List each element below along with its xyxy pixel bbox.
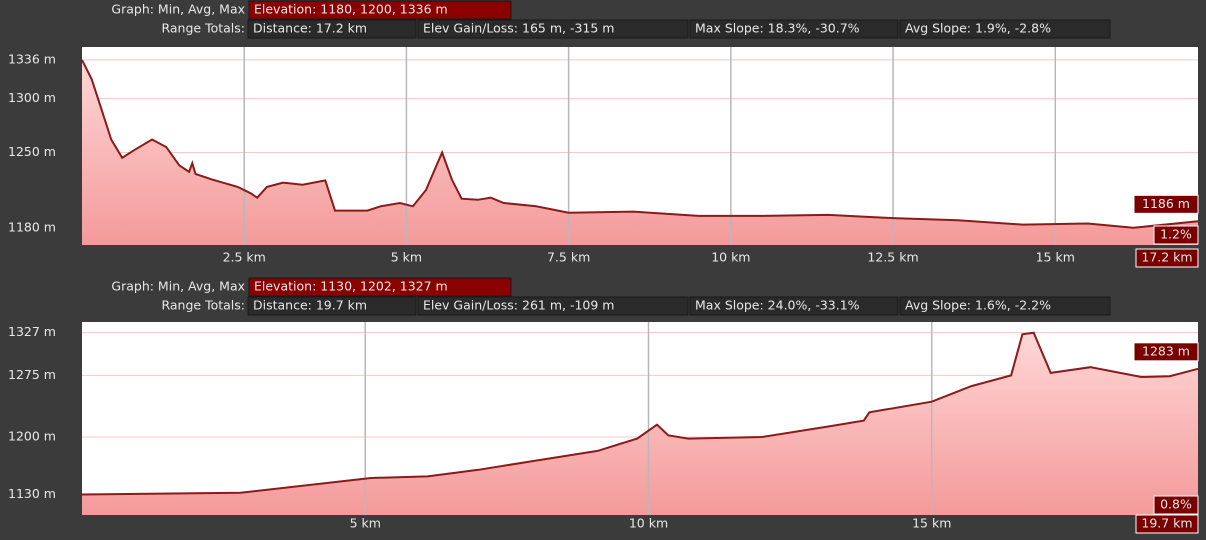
header-box: [248, 277, 512, 297]
y-tick-label: 1300 m: [8, 90, 56, 105]
current-elevation-box: [1133, 194, 1199, 214]
y-tick-label: 1130 m: [8, 486, 56, 501]
elevation-area: [82, 332, 1198, 515]
header-box: [417, 296, 689, 316]
range-label: Range Totals:: [161, 21, 245, 36]
current-distance-box: [1135, 514, 1199, 534]
range-elev-gain-loss: Elev Gain/Loss: 165 m, -315 m: [423, 21, 614, 36]
x-tick-label: 10 km: [711, 250, 750, 265]
x-tick-label: 5 km: [391, 250, 422, 265]
y-tick-label: 1200 m: [8, 428, 56, 443]
current-elevation: 1186 m: [1142, 196, 1190, 211]
y-tick-label: 1327 m: [8, 324, 56, 339]
y-tick-label: 1180 m: [8, 219, 56, 234]
range-avg-slope: Avg Slope: 1.6%, -2.2%: [905, 298, 1051, 313]
elevation-summary: Elevation: 1180, 1200, 1336 m: [254, 2, 448, 17]
range-elev-gain-loss: Elev Gain/Loss: 261 m, -109 m: [423, 298, 614, 313]
range-max-slope: Max Slope: 24.0%, -33.1%: [695, 298, 860, 313]
header-box: [899, 19, 1111, 39]
current-distance: 17.2 km: [1141, 250, 1192, 265]
current-elevation-box: [1133, 342, 1199, 362]
current-distance-box: [1135, 248, 1199, 268]
current-slope-box: [1153, 225, 1199, 245]
range-avg-slope: Avg Slope: 1.9%, -2.8%: [905, 21, 1051, 36]
x-tick-label: 15 km: [1036, 250, 1075, 265]
elevation-summary: Elevation: 1130, 1202, 1327 m: [254, 279, 448, 294]
current-slope-box: [1153, 495, 1199, 515]
header-box: [417, 19, 689, 39]
current-slope: 0.8%: [1160, 497, 1192, 512]
graph-label: Graph: Min, Avg, Max: [111, 279, 245, 294]
x-tick-label: 7.5 km: [547, 250, 590, 265]
x-tick-label: 15 km: [912, 516, 951, 531]
graph-label: Graph: Min, Avg, Max: [111, 2, 245, 17]
y-tick-label: 1250 m: [8, 144, 56, 159]
current-distance: 19.7 km: [1141, 516, 1192, 531]
range-label: Range Totals:: [161, 298, 245, 313]
x-tick-label: 2.5 km: [223, 250, 266, 265]
x-tick-label: 5 km: [350, 516, 381, 531]
y-tick-label: 1336 m: [8, 51, 56, 66]
current-slope: 1.2%: [1160, 227, 1192, 242]
elevation-line: [81, 59, 1199, 229]
header-box: [689, 296, 899, 316]
elevation-line: [81, 331, 1199, 496]
y-tick-label: 1275 m: [8, 367, 56, 382]
header-box: [689, 19, 899, 39]
elevation-area: [82, 59, 1198, 246]
header-box: [899, 296, 1111, 316]
current-elevation: 1283 m: [1142, 343, 1190, 358]
x-tick-label: 12.5 km: [867, 250, 918, 265]
header-box: [248, 0, 512, 20]
range-max-slope: Max Slope: 18.3%, -30.7%: [695, 21, 860, 36]
header-box: [247, 19, 417, 39]
header-box: [247, 296, 417, 316]
range-distance: Distance: 19.7 km: [253, 298, 367, 313]
x-tick-label: 10 km: [629, 516, 668, 531]
range-distance: Distance: 17.2 km: [253, 21, 367, 36]
